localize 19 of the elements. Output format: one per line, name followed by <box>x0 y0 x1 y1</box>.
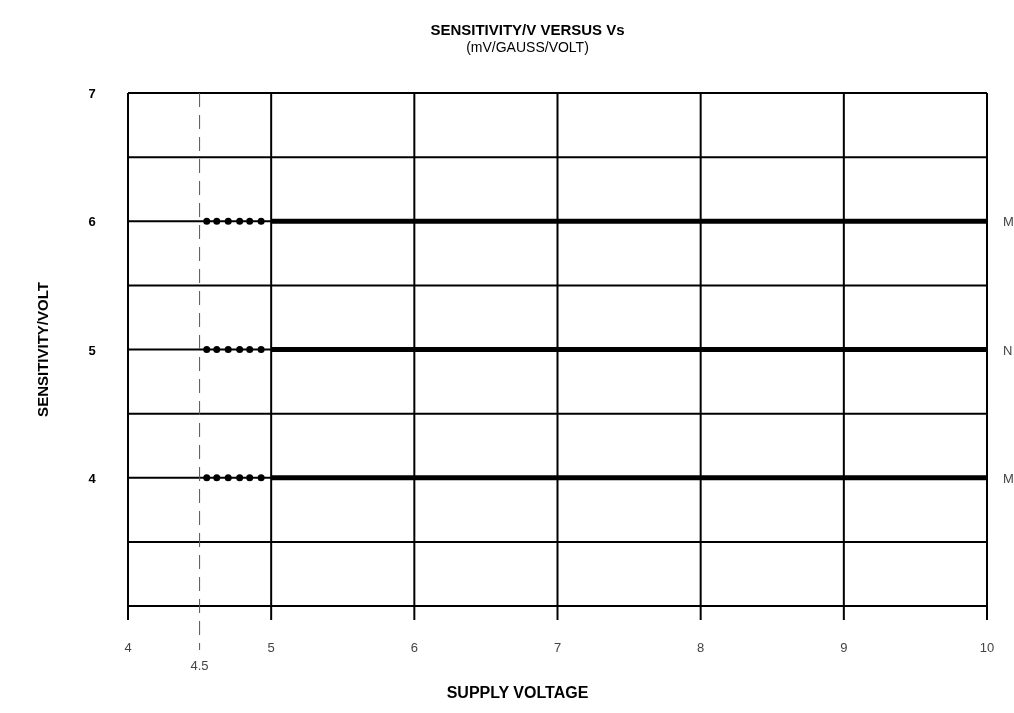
x-tick-label: 8 <box>697 640 705 655</box>
y-tick-label: 6 <box>88 214 96 230</box>
series-label: M <box>1003 214 1014 230</box>
x-tick-label: 5 <box>267 640 275 655</box>
y-tick-label: 7 <box>88 86 96 101</box>
x-axis-title: SUPPLY VOLTAGE <box>446 684 589 701</box>
chart-subtitle: (mV/GAUSS/VOLT) <box>466 39 589 55</box>
x-tick-label: 10 <box>979 640 995 655</box>
x-tick-label: 9 <box>840 640 848 655</box>
x-tick-label: 4 <box>124 640 132 655</box>
x-tick-label: 6 <box>410 640 418 655</box>
y-tick-label: 4 <box>88 470 97 486</box>
x-tick-label: 7 <box>553 640 562 655</box>
y-tick-label: 5 <box>88 342 96 358</box>
chart-title: SENSITIVITY/V VERSUS Vs <box>430 21 625 38</box>
series-label: N <box>1003 342 1013 358</box>
ref-line-label: 4.5 <box>190 658 209 673</box>
y-axis-title: SENSITIVITY/VOLT <box>34 282 51 417</box>
series-label: M <box>1003 470 1014 486</box>
